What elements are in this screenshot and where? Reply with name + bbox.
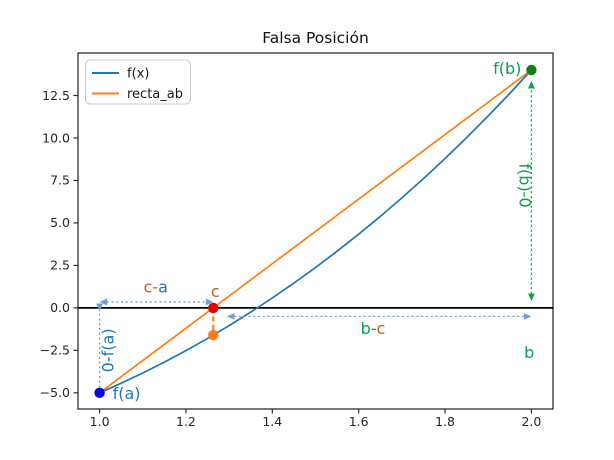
y-tick-label: 2.5 <box>50 258 70 273</box>
x-tick-label: 1.6 <box>349 414 369 429</box>
x-tick-label: 1.4 <box>262 414 282 429</box>
point-label-b: f(b) <box>493 59 521 78</box>
y-tick-label: 12.5 <box>42 88 70 103</box>
chart-title: Falsa Posición <box>262 29 369 47</box>
point-f(c) <box>208 329 219 341</box>
y-tick-label: 5.0 <box>50 215 70 230</box>
f(b)-0-head <box>528 81 535 89</box>
c-a-head <box>205 298 214 306</box>
y-tick-label: −5.0 <box>40 385 70 400</box>
free-label-b: b <box>524 343 534 362</box>
0-f(a)-head <box>96 303 103 311</box>
b-c-head <box>226 312 235 320</box>
f(b)-0-head <box>528 293 535 302</box>
point-a <box>94 387 105 399</box>
legend-label-f(x): f(x) <box>127 67 149 82</box>
x-tick-label: 1.0 <box>90 414 110 429</box>
c-a-head <box>99 298 108 306</box>
series-line-recta_ab <box>99 69 532 394</box>
y-tick-label: 10.0 <box>42 130 70 145</box>
y-tick-label: 0.0 <box>50 300 70 315</box>
c-a-label: c-a <box>144 278 168 297</box>
y-tick-label: −2.5 <box>40 343 70 358</box>
b-c-label: b-c <box>361 319 386 338</box>
f(b)-0-label: f(b)-0 <box>515 163 534 207</box>
0-f(a)-label: 0-f(a) <box>98 328 117 372</box>
series-line-f(x) <box>99 69 533 394</box>
point-label-c: c <box>211 282 220 301</box>
point-c <box>208 302 219 314</box>
point-label-a: f(a) <box>113 384 141 403</box>
plot-spines <box>77 52 554 410</box>
x-tick-label: 1.2 <box>176 414 196 429</box>
x-tick-label: 2.0 <box>521 414 541 429</box>
point-b <box>526 64 537 76</box>
b-c-head <box>523 312 532 320</box>
legend-label-recta_ab: recta_ab <box>127 87 183 102</box>
x-tick-label: 1.8 <box>435 414 455 429</box>
y-tick-label: 7.5 <box>50 173 70 188</box>
legend: f(x) recta_ab <box>85 59 191 105</box>
